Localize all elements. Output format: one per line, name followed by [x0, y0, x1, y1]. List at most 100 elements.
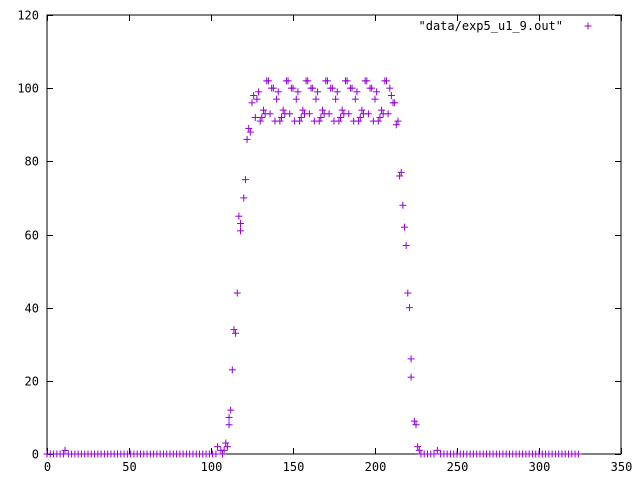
data-point [253, 95, 261, 103]
data-point [248, 99, 256, 107]
data-point [337, 113, 345, 121]
data-point [415, 446, 423, 454]
data-points [43, 77, 582, 458]
x-tick-label: 100 [201, 460, 223, 474]
y-tick-label: 100 [17, 82, 39, 96]
data-point [273, 95, 281, 103]
data-point [325, 110, 333, 118]
data-point [289, 84, 297, 92]
data-point [405, 304, 413, 312]
x-tick-label: 350 [611, 460, 633, 474]
data-point [314, 88, 322, 96]
data-point [373, 88, 381, 96]
data-point [397, 168, 405, 176]
data-point [220, 446, 228, 454]
data-point [335, 117, 343, 125]
data-point [243, 135, 251, 143]
data-point [266, 110, 274, 118]
data-point [235, 212, 243, 220]
x-tick-label: 150 [283, 460, 305, 474]
x-tick-label: 50 [122, 460, 136, 474]
data-point [284, 77, 292, 85]
legend-label: "data/exp5_u1_9.out" [419, 19, 564, 33]
y-tick-label: 0 [32, 448, 39, 462]
data-point [212, 450, 220, 458]
data-point [414, 443, 422, 451]
data-point [286, 110, 294, 118]
data-point [245, 124, 253, 132]
data-point [430, 450, 438, 458]
data-point [345, 110, 353, 118]
data-point [297, 113, 305, 121]
data-point [250, 91, 258, 99]
data-point [387, 91, 395, 99]
y-tick-label: 40 [25, 302, 39, 316]
data-point [259, 106, 267, 114]
axis-ticks: 0 50 100 150 200 250 300 350 0 20 40 60 80 100 120 [17, 9, 632, 475]
data-point [574, 450, 582, 458]
x-tick-label: 300 [529, 460, 551, 474]
data-point [407, 355, 415, 363]
data-point [384, 110, 392, 118]
data-point [309, 84, 317, 92]
data-point [296, 117, 304, 125]
data-point [338, 106, 346, 114]
data-point [351, 95, 359, 103]
y-tick-label: 20 [25, 375, 39, 389]
data-point [391, 99, 399, 107]
data-point [255, 88, 263, 96]
data-point [299, 106, 307, 114]
data-point [225, 413, 233, 421]
data-point [312, 95, 320, 103]
data-point [323, 77, 331, 85]
legend-marker-symbol [584, 22, 592, 30]
data-point [386, 84, 394, 92]
plot-border [46, 14, 622, 455]
data-point [363, 77, 371, 85]
data-point [315, 117, 323, 125]
legend-marker [584, 22, 592, 30]
data-point [237, 227, 245, 235]
data-point [394, 117, 402, 125]
data-point [246, 128, 254, 136]
data-point [433, 446, 441, 454]
data-point [258, 113, 266, 121]
data-point [240, 194, 248, 202]
x-tick-label: 0 [44, 460, 51, 474]
data-point [241, 176, 249, 184]
data-point [355, 117, 363, 125]
data-point [412, 421, 420, 429]
data-point [304, 77, 312, 85]
data-point [251, 113, 259, 121]
data-point [227, 406, 235, 414]
data-point [269, 84, 277, 92]
data-point [328, 84, 336, 92]
data-point [278, 113, 286, 121]
data-point [292, 95, 300, 103]
x-tick-label: 250 [447, 460, 469, 474]
data-point [348, 84, 356, 92]
data-point [228, 366, 236, 374]
plot-frame [46, 14, 622, 455]
data-point [233, 289, 241, 297]
data-point [237, 220, 245, 228]
data-point [223, 443, 231, 451]
data-point [364, 110, 372, 118]
data-point [256, 117, 264, 125]
y-tick-label: 120 [17, 9, 39, 23]
data-point [396, 172, 404, 180]
data-point [232, 329, 240, 337]
data-point [410, 417, 418, 425]
data-point [333, 88, 341, 96]
data-point [218, 450, 226, 458]
data-point [407, 373, 415, 381]
data-point [404, 289, 412, 297]
data-point [392, 121, 400, 129]
data-point [264, 77, 272, 85]
data-point [225, 421, 233, 429]
data-point [276, 117, 284, 125]
data-point [222, 439, 230, 447]
data-point [378, 106, 386, 114]
